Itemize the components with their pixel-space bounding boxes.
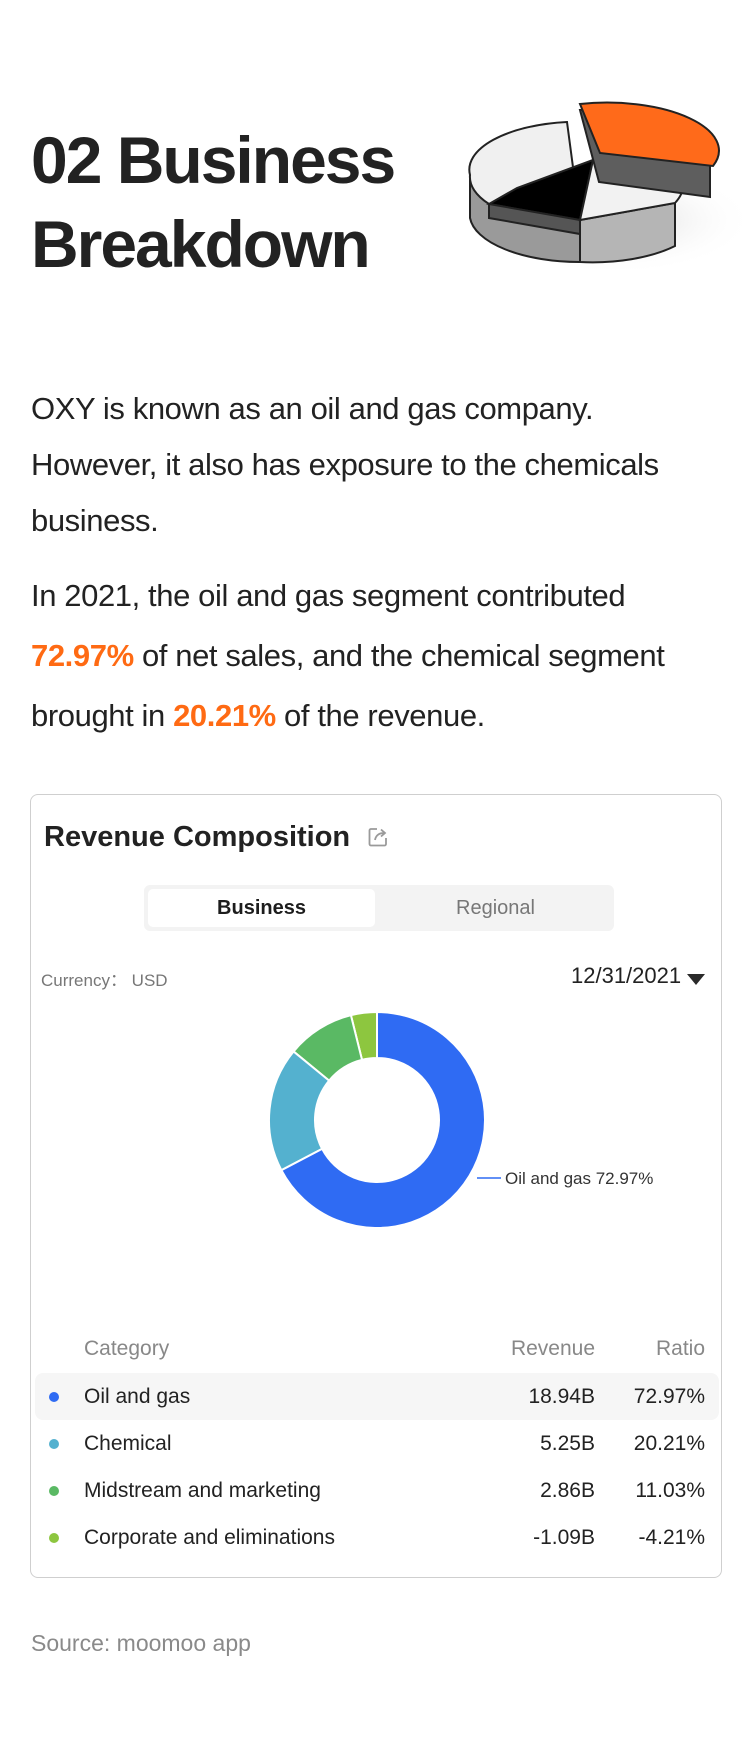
legend-dot-icon [49,1439,59,1449]
table-row[interactable]: Oil and gas 18.94B 72.97% [31,1373,723,1420]
revenue-text-b: of net sales, and the chemical segment b… [31,638,665,733]
date-selector[interactable]: 12/31/2021 [571,963,682,988]
revenue-text-c: of the revenue. [275,698,485,733]
row-category: Midstream and marketing [84,1479,321,1502]
legend-dot-icon [49,1486,59,1496]
chemical-share-highlight: 20.21% [173,698,276,733]
table-row[interactable]: Midstream and marketing 2.86B 11.03% [31,1467,723,1514]
tab-business[interactable]: Business [148,889,375,927]
header-ratio: Ratio [655,1337,705,1360]
donut-callout-label: Oil and gas 72.97% [505,1169,653,1188]
legend-dot-icon [49,1392,59,1402]
table-row[interactable]: Chemical 5.25B 20.21% [31,1420,723,1467]
revenue-paragraph: In 2021, the oil and gas segment contrib… [31,566,721,746]
row-revenue: 18.94B [528,1385,595,1408]
segment-control: Business Regional [144,885,614,931]
row-category: Oil and gas [84,1385,191,1408]
pie-chart-illustration [468,101,750,275]
row-revenue: 5.25B [540,1432,595,1455]
row-category: Chemical [84,1432,172,1455]
row-ratio: 11.03% [635,1479,705,1502]
oil-gas-share-highlight: 72.97% [31,638,134,673]
header-revenue: Revenue [510,1337,595,1360]
tab-regional[interactable]: Regional [456,897,535,919]
donut-slice-chemical[interactable] [268,1050,331,1172]
row-ratio: -4.21% [638,1526,705,1549]
donut-slice-oil-and-gas[interactable] [280,1010,486,1229]
row-ratio: 72.97% [633,1385,705,1408]
revenue-table: Category Revenue Ratio Oil and gas 18.94… [31,1325,723,1561]
dropdown-caret-icon[interactable] [687,974,705,985]
revenue-text-a: In 2021, the oil and gas segment contrib… [31,578,626,613]
share-icon[interactable] [366,825,390,849]
section-title-line1: 02 Business [31,123,396,197]
section-title: 02 Business Breakdown [31,118,431,286]
card-title: Revenue Composition [44,821,351,853]
currency-label: Currency： USD [41,971,168,990]
row-category: Corporate and eliminations [84,1526,335,1549]
donut-chart: Oil and gas 72.97% [268,1010,653,1229]
row-ratio: 20.21% [633,1432,705,1455]
revenue-composition-card: Revenue Composition Business Regional Cu… [30,794,722,1578]
header-category: Category [84,1337,170,1360]
section-title-line2: Breakdown [31,207,371,281]
legend-dot-icon [49,1533,59,1543]
row-revenue: -1.09B [533,1526,595,1549]
source-caption: Source: moomoo app [31,1630,251,1656]
table-row[interactable]: Corporate and eliminations -1.09B -4.21% [31,1514,723,1561]
row-revenue: 2.86B [540,1479,595,1502]
table-header: Category Revenue Ratio [31,1325,723,1373]
intro-paragraph: OXY is known as an oil and gas company. … [31,391,659,538]
